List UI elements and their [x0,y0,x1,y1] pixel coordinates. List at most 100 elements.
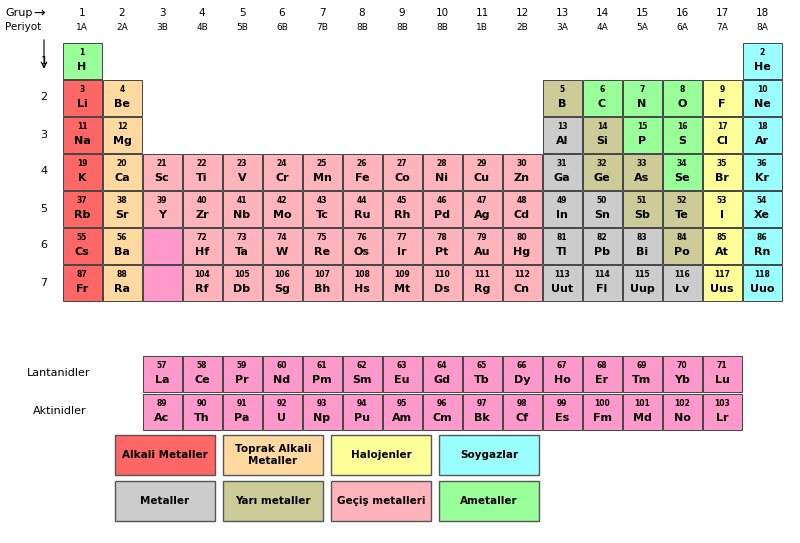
FancyBboxPatch shape [582,264,622,300]
Text: 48: 48 [517,196,527,205]
FancyBboxPatch shape [582,154,622,190]
FancyBboxPatch shape [662,356,702,392]
Text: Cn: Cn [514,284,530,294]
Text: 82: 82 [597,233,607,242]
Text: 30: 30 [517,159,527,168]
Text: Tm: Tm [632,375,652,385]
Text: Fm: Fm [593,413,611,423]
Text: 90: 90 [197,399,207,408]
Text: 4: 4 [198,8,206,18]
Text: 98: 98 [517,399,527,408]
Text: 13: 13 [557,122,567,131]
Text: 83: 83 [637,233,647,242]
Text: Hg: Hg [514,247,530,257]
FancyBboxPatch shape [182,228,222,263]
Text: 13: 13 [555,8,569,18]
Text: Er: Er [595,375,609,385]
Text: Li: Li [77,99,87,109]
Text: Pr: Pr [235,375,249,385]
Text: 31: 31 [557,159,567,168]
FancyBboxPatch shape [662,228,702,263]
Text: 102: 102 [674,399,690,408]
FancyBboxPatch shape [542,228,582,263]
Text: Au: Au [474,247,490,257]
FancyBboxPatch shape [542,154,582,190]
FancyBboxPatch shape [142,356,182,392]
Text: 36: 36 [757,159,767,168]
FancyBboxPatch shape [331,481,431,521]
Text: V: V [238,173,246,183]
Text: 26: 26 [357,159,367,168]
Text: 112: 112 [514,270,530,279]
Text: 60: 60 [277,361,287,370]
Text: Se: Se [674,173,690,183]
FancyBboxPatch shape [702,394,742,430]
Text: 15: 15 [637,122,647,131]
Text: Am: Am [392,413,412,423]
Text: Pu: Pu [354,413,370,423]
Text: Ag: Ag [474,210,490,220]
Text: 54: 54 [757,196,767,205]
FancyBboxPatch shape [223,481,323,521]
Text: Ametaller: Ametaller [460,496,518,506]
Text: 113: 113 [554,270,570,279]
FancyBboxPatch shape [662,264,702,300]
Text: O: O [678,99,686,109]
Text: Pb: Pb [594,247,610,257]
Text: 44: 44 [357,196,367,205]
Text: Ra: Ra [114,284,130,294]
Text: Gd: Gd [434,375,450,385]
FancyBboxPatch shape [182,264,222,300]
Text: 78: 78 [437,233,447,242]
Text: Es: Es [555,413,569,423]
Text: 106: 106 [274,270,290,279]
Text: 96: 96 [437,399,447,408]
FancyBboxPatch shape [502,394,542,430]
Text: 116: 116 [674,270,690,279]
Text: 7A: 7A [716,22,728,31]
Text: 55: 55 [77,233,87,242]
Text: Hs: Hs [354,284,370,294]
Text: 51: 51 [637,196,647,205]
Text: 6A: 6A [676,22,688,31]
FancyBboxPatch shape [462,191,502,226]
FancyBboxPatch shape [662,117,702,153]
FancyBboxPatch shape [502,356,542,392]
Text: Tb: Tb [474,375,490,385]
FancyBboxPatch shape [702,154,742,190]
Text: Kr: Kr [755,173,769,183]
Text: 84: 84 [677,233,687,242]
Text: 57: 57 [157,361,167,370]
Text: Fl: Fl [596,284,608,294]
Text: 104: 104 [194,270,210,279]
Text: 16: 16 [675,8,689,18]
Text: 69: 69 [637,361,647,370]
Text: Y: Y [158,210,166,220]
Text: 45: 45 [397,196,407,205]
Text: 105: 105 [234,270,250,279]
Text: 39: 39 [157,196,167,205]
Text: I: I [720,210,724,220]
Text: 114: 114 [594,270,610,279]
FancyBboxPatch shape [102,154,142,190]
Text: Rb: Rb [74,210,90,220]
Text: 8B: 8B [396,22,408,31]
Text: Pd: Pd [434,210,450,220]
Text: 15: 15 [635,8,649,18]
Text: 107: 107 [314,270,330,279]
Text: 34: 34 [677,159,687,168]
FancyBboxPatch shape [622,394,662,430]
Text: Np: Np [314,413,330,423]
Text: 110: 110 [434,270,450,279]
FancyBboxPatch shape [302,394,342,430]
FancyBboxPatch shape [662,394,702,430]
FancyBboxPatch shape [331,435,431,475]
Text: 17: 17 [717,122,727,131]
Text: Tl: Tl [556,247,568,257]
Text: 61: 61 [317,361,327,370]
Text: 85: 85 [717,233,727,242]
FancyBboxPatch shape [462,394,502,430]
Text: As: As [634,173,650,183]
Text: Ta: Ta [235,247,249,257]
Text: 3: 3 [79,85,85,94]
